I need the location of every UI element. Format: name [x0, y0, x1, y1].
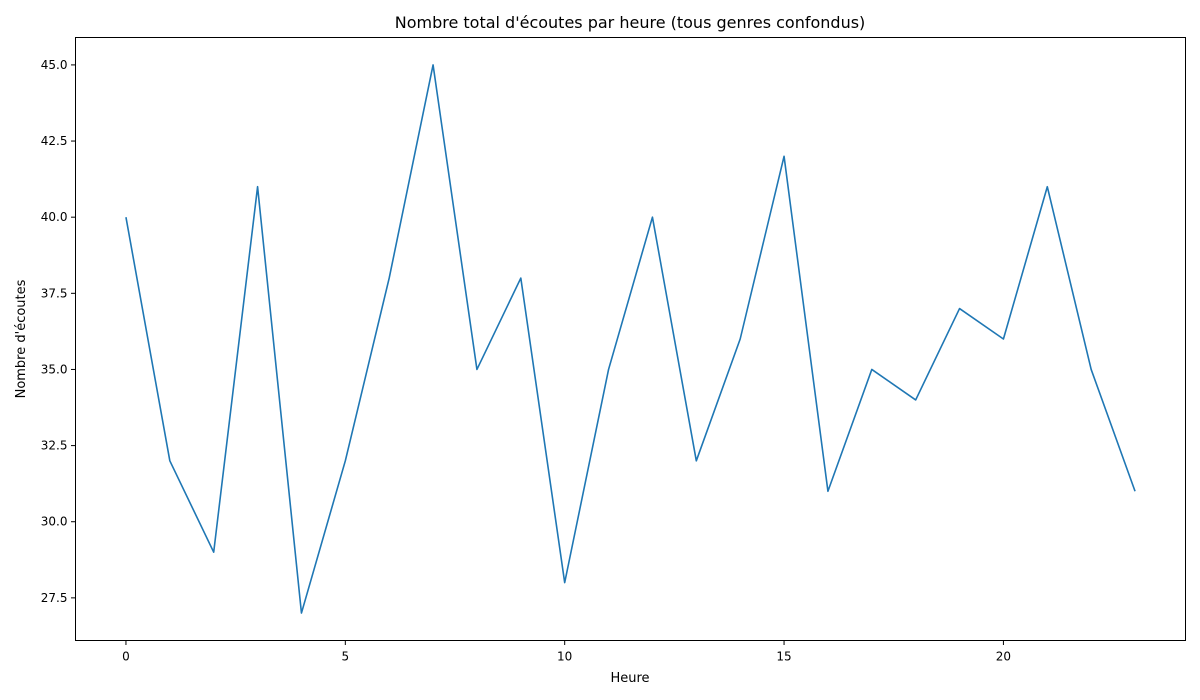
x-axis: 0 5 10 15 20	[122, 640, 1011, 664]
y-tick-label: 42.5	[41, 134, 68, 148]
x-tick-label: 0	[122, 650, 130, 664]
y-axis-label: Nombre d'écoutes	[14, 279, 29, 398]
x-tick-label: 5	[342, 650, 350, 664]
plot-area: 27.5 30.0 32.5 35.0 37.5 40.0 42.5 45.0 0 5 10 15 2…	[41, 37, 1186, 664]
plot-frame	[75, 37, 1186, 641]
x-tick-label: 10	[557, 650, 572, 664]
y-tick-label: 37.5	[41, 286, 68, 300]
y-tick-label: 32.5	[41, 439, 68, 453]
y-tick-label: 27.5	[41, 591, 68, 605]
series-line	[125, 64, 1136, 614]
y-axis: 27.5 30.0 32.5 35.0 37.5 40.0 42.5 45.0	[41, 58, 76, 605]
chart-title: Nombre total d'écoutes par heure (tous g…	[395, 13, 866, 32]
y-tick-label: 45.0	[41, 58, 68, 72]
x-axis-label: Heure	[610, 671, 649, 686]
series-group	[125, 64, 1136, 614]
y-tick-label: 40.0	[41, 210, 68, 224]
y-tick-label: 35.0	[41, 362, 68, 376]
x-tick-label: 20	[996, 650, 1011, 664]
x-tick-label: 15	[776, 650, 791, 664]
y-tick-label: 30.0	[41, 515, 68, 529]
